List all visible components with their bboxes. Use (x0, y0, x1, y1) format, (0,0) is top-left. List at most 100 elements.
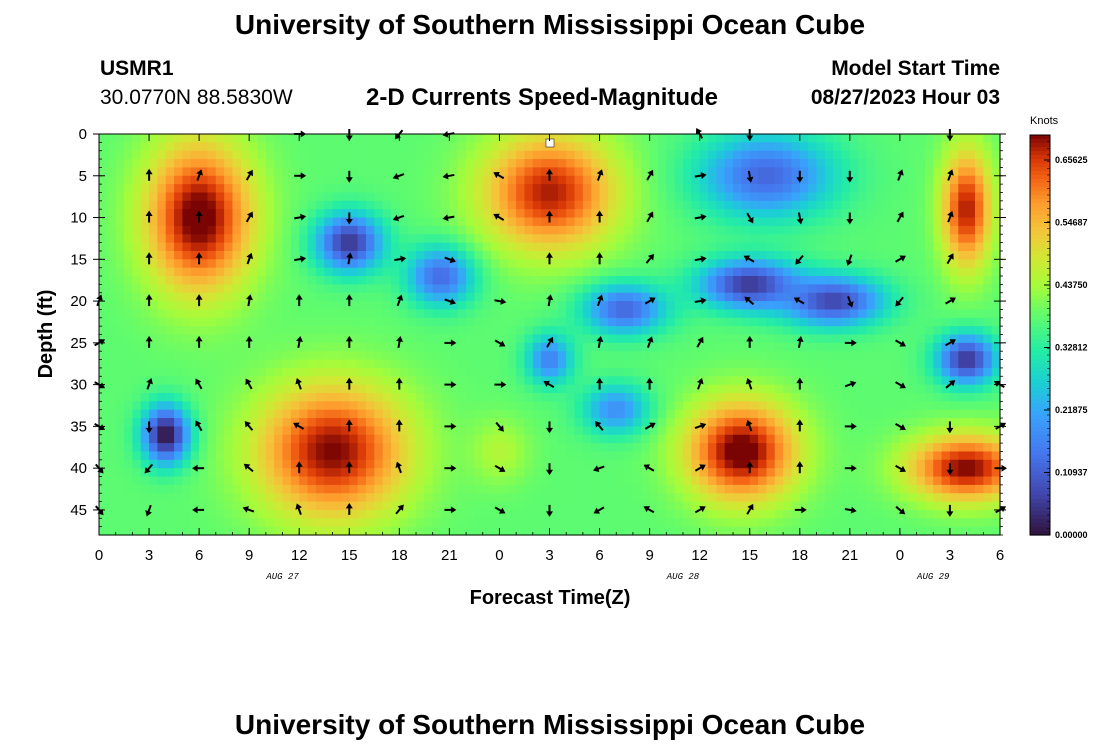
heat-cell (307, 459, 317, 469)
heat-cell (716, 317, 726, 327)
heat-cell (557, 418, 567, 427)
heat-cell (107, 250, 117, 260)
heat-cell (866, 284, 876, 294)
heat-cell (858, 326, 868, 336)
heat-cell (582, 167, 592, 177)
heat-cell (207, 192, 217, 202)
heat-cell (783, 409, 793, 419)
heat-cell (274, 209, 284, 219)
heat-cell (474, 276, 484, 285)
heat-cell (332, 367, 342, 377)
heat-cell (132, 159, 142, 169)
heat-cell (616, 409, 626, 419)
heat-cell (407, 159, 417, 169)
heat-cell (466, 250, 476, 260)
heat-cell (949, 150, 959, 160)
heat-cell (466, 342, 476, 352)
heat-cell (899, 367, 909, 377)
heat-cell (99, 476, 108, 486)
heat-cell (691, 426, 701, 436)
heat-cell (774, 426, 784, 436)
heat-cell (532, 301, 542, 311)
heat-cell (924, 234, 934, 244)
heat-cell (107, 351, 117, 361)
heat-cell (833, 351, 843, 361)
heat-cell (149, 326, 158, 336)
heat-cell (908, 351, 918, 361)
heat-cell (666, 184, 676, 194)
heat-cell (149, 184, 158, 194)
heat-cell (407, 342, 417, 352)
heat-cell (682, 292, 692, 302)
heat-cell (516, 225, 526, 235)
heat-cell (249, 384, 259, 394)
heat-cell (332, 384, 342, 394)
heat-cell (491, 301, 501, 311)
heat-cell (741, 317, 751, 327)
heat-cell (190, 367, 200, 377)
heat-cell (883, 509, 893, 519)
heat-cell (724, 234, 734, 244)
heat-cell (124, 418, 133, 427)
heat-cell (416, 284, 425, 294)
heat-cell (541, 484, 551, 494)
heat-cell (541, 284, 551, 294)
heat-cell (432, 476, 442, 486)
heat-cell (324, 175, 334, 185)
heat-cell (99, 443, 108, 453)
heat-cell (724, 409, 734, 419)
heat-cell (265, 451, 275, 461)
heat-cell (624, 167, 634, 177)
heat-cell (290, 351, 300, 361)
heat-cell (457, 209, 467, 219)
heat-cell (165, 301, 175, 311)
heat-cell (557, 326, 567, 336)
heat-cell (174, 384, 184, 394)
heat-cell (115, 301, 125, 311)
heat-cell (549, 351, 559, 361)
heat-cell (916, 317, 926, 327)
heat-cell (199, 134, 209, 143)
heat-cell (916, 459, 926, 469)
heat-cell (599, 376, 609, 386)
heat-cell (624, 392, 634, 402)
heat-cell (390, 209, 400, 219)
heat-cell (557, 217, 567, 227)
heat-cell (774, 351, 784, 361)
heat-cell (257, 434, 267, 444)
heat-cell (165, 200, 175, 210)
heat-cell (607, 418, 617, 427)
heat-cell (866, 418, 876, 427)
heat-cell (607, 192, 617, 202)
heat-cell (816, 242, 826, 252)
heat-cell (816, 192, 826, 202)
heat-cell (157, 342, 167, 352)
heat-cell (499, 276, 509, 285)
heat-cell (240, 159, 250, 169)
heat-cell (557, 451, 567, 461)
heat-cell (274, 426, 284, 436)
heat-cell (99, 426, 108, 436)
heat-cell (299, 276, 309, 285)
heat-cell (474, 225, 484, 235)
heat-cell (916, 234, 926, 244)
heat-cell (416, 434, 425, 444)
heat-cell (908, 459, 918, 469)
heat-cell (290, 459, 300, 469)
heat-cell (416, 409, 425, 419)
heat-cell (816, 418, 826, 427)
heat-cell (924, 276, 934, 285)
heat-cell (924, 284, 934, 294)
heat-cell (524, 284, 534, 294)
heat-cell (282, 518, 292, 528)
heat-cell (215, 326, 225, 336)
heat-cell (449, 484, 459, 494)
heat-cell (616, 184, 626, 194)
heat-cell (591, 250, 601, 260)
heat-cell (482, 142, 492, 152)
heat-cell (199, 351, 209, 361)
heat-cell (657, 292, 667, 302)
heat-cell (190, 292, 200, 302)
heat-cell (432, 342, 442, 352)
heat-cell (557, 200, 567, 210)
